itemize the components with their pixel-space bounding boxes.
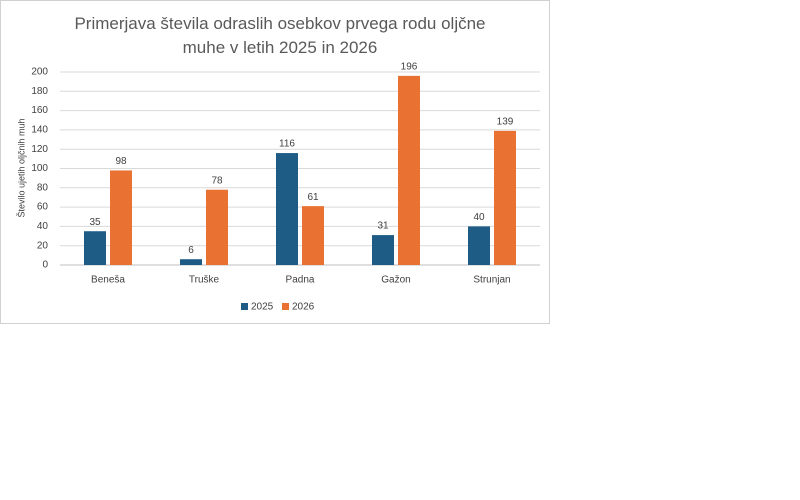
y-tick-label: 180 <box>31 86 48 97</box>
bar <box>494 130 516 265</box>
chart: Število ujetih oljčnih muh 0 20 40 60 80 100 1… <box>16 62 540 313</box>
data-label: 31 <box>377 221 389 232</box>
x-tick-label: Strunjan <box>473 275 510 286</box>
data-label: 78 <box>211 175 223 186</box>
legend-swatch <box>241 303 248 310</box>
legend-swatch <box>282 303 289 310</box>
legend-label: 2025 <box>251 302 274 313</box>
data-label: 6 <box>188 245 194 256</box>
bar <box>84 231 106 265</box>
data-label: 40 <box>473 212 485 223</box>
bar <box>398 75 420 265</box>
bar <box>110 170 132 265</box>
y-tick-label: 160 <box>31 105 48 116</box>
data-label: 35 <box>89 217 101 228</box>
x-tick-label: Padna <box>286 275 315 286</box>
bar <box>302 206 324 265</box>
y-tick-label: 40 <box>37 221 49 232</box>
y-axis-label: Število ujetih oljčnih muh <box>16 118 26 217</box>
bar <box>468 226 490 265</box>
y-tick-label: 140 <box>31 125 48 136</box>
legend-label: 2026 <box>292 302 315 313</box>
bar <box>276 153 298 265</box>
y-tick-label: 0 <box>42 260 48 271</box>
y-tick-label: 120 <box>31 144 48 155</box>
x-tick-label: Truške <box>189 275 220 286</box>
data-label: 196 <box>401 62 418 73</box>
bar <box>372 235 394 265</box>
y-tick-label: 60 <box>37 202 49 213</box>
data-label: 116 <box>279 139 295 150</box>
bar <box>206 189 228 265</box>
x-tick-label: Beneša <box>91 275 125 286</box>
y-tick-label: 80 <box>37 182 49 193</box>
x-tick-label: Gažon <box>381 275 410 286</box>
chart-frame <box>0 0 550 324</box>
data-label: 98 <box>115 156 127 167</box>
y-tick-label: 200 <box>31 67 48 78</box>
data-label: 61 <box>307 192 319 203</box>
data-label: 139 <box>497 117 514 128</box>
y-tick-label: 100 <box>31 163 48 174</box>
bar <box>180 259 202 265</box>
chart-title: Primerjava števila odraslih osebkov prve… <box>74 14 486 57</box>
y-tick-label: 20 <box>37 240 49 251</box>
